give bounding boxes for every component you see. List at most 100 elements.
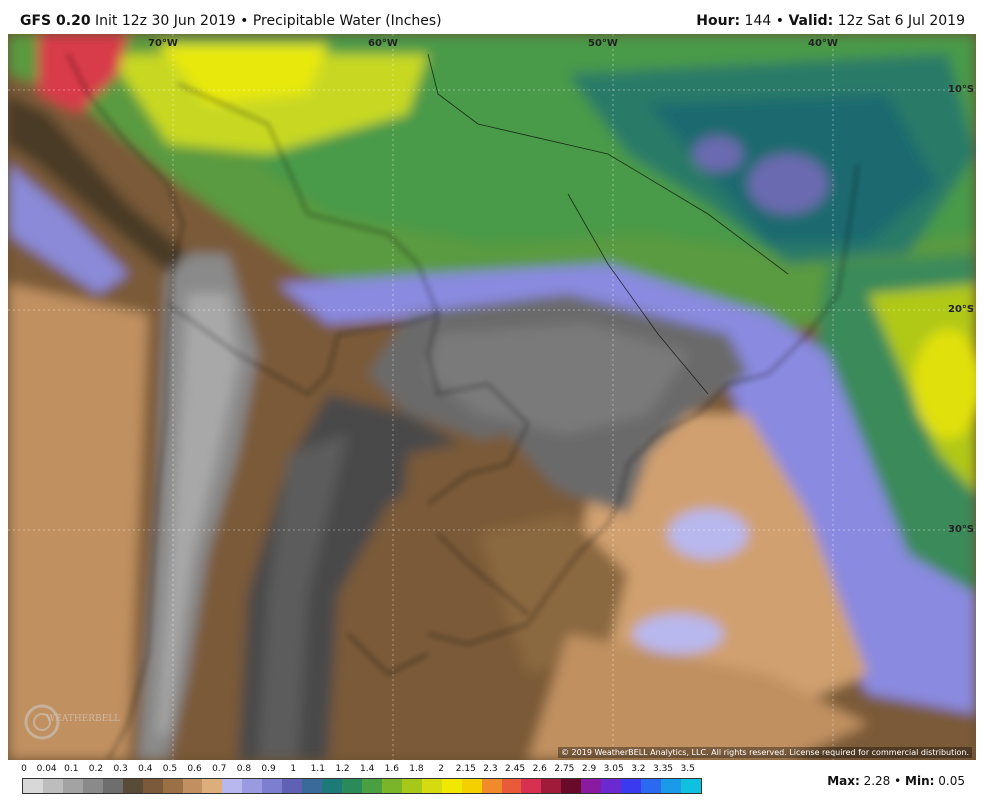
state-borders-2 xyxy=(567,193,709,395)
valid-time-info: Hour: 144 • Valid: 12z Sat 6 Jul 2019 xyxy=(696,13,965,29)
legend-swatch xyxy=(641,779,661,793)
legend-swatch xyxy=(501,779,522,793)
legend-tick-label: 1.6 xyxy=(384,764,399,774)
legend-swatch xyxy=(302,779,323,793)
legend-swatch xyxy=(162,779,183,793)
map-field xyxy=(8,34,976,760)
legend-swatch xyxy=(82,779,103,793)
border-argentina xyxy=(347,633,429,675)
legend-tick-label: 1.8 xyxy=(409,764,424,774)
legend-tick-label: 3.5 xyxy=(680,764,695,774)
border-uruguay xyxy=(437,533,529,615)
legend-swatch xyxy=(401,779,422,793)
max-min-stats: Max: 2.28 • Min: 0.05 xyxy=(827,774,965,788)
legend-swatch xyxy=(661,779,681,793)
model-name: GFS 0.20 xyxy=(20,13,91,29)
lat-label-20s: 20°S xyxy=(948,304,975,315)
legend-swatch xyxy=(142,779,163,793)
stats-separator: • xyxy=(894,774,902,788)
legend-swatch xyxy=(182,779,203,793)
map-title: GFS 0.20 Init 12z 30 Jun 2019 • Precipit… xyxy=(20,13,442,29)
legend-tick-label: 1.2 xyxy=(335,764,350,774)
valid-value: 12z Sat 6 Jul 2019 xyxy=(837,13,965,29)
legend-tick-label: 3.35 xyxy=(652,764,674,774)
legend-swatch xyxy=(342,779,362,793)
legend-swatch xyxy=(561,779,582,793)
hour-separator: • xyxy=(775,13,784,29)
legend-tick-label: 0.3 xyxy=(113,764,128,774)
legend-swatch xyxy=(541,779,562,793)
legend-swatch xyxy=(202,779,223,793)
legend-swatch xyxy=(23,779,43,793)
legend-tick-label: 2.45 xyxy=(505,764,526,774)
init-time: Init 12z 30 Jun 2019 xyxy=(95,13,236,29)
legend-tick-label: 0.8 xyxy=(236,764,252,774)
state-borders xyxy=(427,53,789,275)
legend-tick-label: 2.9 xyxy=(581,764,597,774)
legend-swatch xyxy=(621,779,642,793)
header-bar: GFS 0.20 Init 12z 30 Jun 2019 • Precipit… xyxy=(0,0,984,34)
hour-label: Hour: xyxy=(696,13,741,29)
legend-tick-label: 0.2 xyxy=(88,764,104,774)
lon-label-60w: 60°W xyxy=(368,38,398,49)
legend-swatch xyxy=(361,779,382,793)
legend-tick-label: 2.75 xyxy=(554,764,575,774)
legend-swatch xyxy=(521,779,542,793)
border-bolivia-brazil xyxy=(177,83,529,505)
legend-tick-label: 1.4 xyxy=(359,764,375,774)
legend-swatch xyxy=(381,779,402,793)
legend-tick-label: 0.04 xyxy=(36,764,57,774)
copyright-notice: © 2019 WeatherBELL Analytics, LLC. All r… xyxy=(558,747,972,758)
color-legend: 0 0.04 0.1 0.2 0.3 0.4 0.5 0.6 0.7 0.8 0.9 1 1.1 1.2 1… xyxy=(21,764,702,794)
legend-tick-label: 0.6 xyxy=(187,764,202,774)
legend-tick-label: 0.5 xyxy=(162,764,178,774)
legend-swatch xyxy=(421,779,442,793)
legend-color-bar xyxy=(22,778,702,794)
legend-tick-label: 3.05 xyxy=(603,764,624,774)
lon-label-50w: 50°W xyxy=(588,38,618,49)
legend-swatch xyxy=(481,779,502,793)
logo-swirl-icon xyxy=(24,704,60,740)
legend-swatch xyxy=(262,779,283,793)
legend-swatch xyxy=(581,779,602,793)
legend-tick-label: 1.1 xyxy=(310,764,326,774)
logo-text: WEATHERBELL xyxy=(46,714,121,724)
legend-swatch xyxy=(282,779,303,793)
east-coastline xyxy=(427,163,859,645)
hour-value: 144 xyxy=(744,13,772,29)
legend-tick-label: 2 xyxy=(438,764,444,774)
legend-swatch xyxy=(102,779,123,793)
legend-swatch xyxy=(62,779,83,793)
legend-swatch xyxy=(441,779,462,793)
legend-tick-label: 0.1 xyxy=(64,764,79,774)
precipitable-water-map: 70°W 60°W 50°W 40°W 10°S 20°S 30°S WEATH… xyxy=(8,34,976,760)
min-label: Min: xyxy=(905,774,935,788)
legend-swatch xyxy=(322,779,342,793)
min-value: 0.05 xyxy=(938,774,965,788)
legend-tick-label: 0 xyxy=(21,764,27,774)
product-name: Precipitable Water (Inches) xyxy=(252,13,442,29)
legend-tick-labels: 0 0.04 0.1 0.2 0.3 0.4 0.5 0.6 0.7 0.8 0.9 1 1.1 1.2 1… xyxy=(21,764,702,777)
lon-label-70w: 70°W xyxy=(148,38,178,49)
west-coastline xyxy=(67,53,184,760)
valid-label: Valid: xyxy=(788,13,834,29)
lat-label-10s: 10°S xyxy=(948,84,975,95)
legend-swatch xyxy=(461,779,482,793)
lon-label-40w: 40°W xyxy=(808,38,838,49)
max-label: Max: xyxy=(827,774,860,788)
legend-tick-label: 3.2 xyxy=(631,764,646,774)
legend-swatch xyxy=(601,779,622,793)
legend-swatch xyxy=(222,779,243,793)
legend-tick-label: 0.9 xyxy=(261,764,276,774)
weatherbell-logo: WEATHERBELL xyxy=(22,700,120,744)
lat-label-30s: 30°S xyxy=(948,524,975,535)
legend-swatch xyxy=(242,779,263,793)
title-separator: • xyxy=(240,13,249,29)
legend-tick-label: 0.4 xyxy=(138,764,153,774)
legend-swatch xyxy=(122,779,143,793)
legend-tick-label: 1 xyxy=(290,764,297,774)
max-value: 2.28 xyxy=(863,774,891,788)
border-bolivia-south xyxy=(167,303,439,395)
legend-swatch xyxy=(680,779,701,793)
legend-tick-label: 2.3 xyxy=(483,764,498,774)
